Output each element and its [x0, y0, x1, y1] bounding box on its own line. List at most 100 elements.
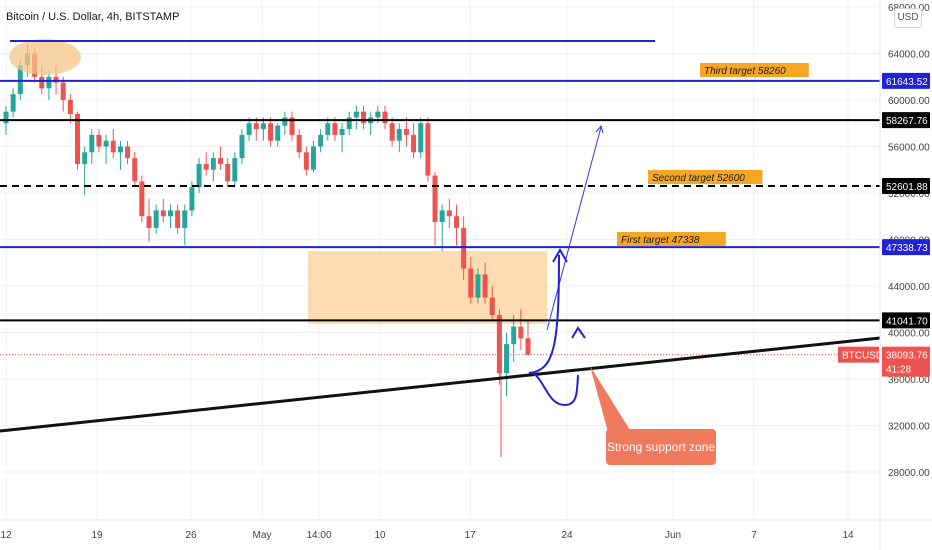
candle-body [432, 175, 438, 223]
candle-body [239, 134, 245, 159]
y-tick-label: 56000.00 [888, 143, 930, 154]
x-tick-label: 17 [464, 530, 476, 541]
y-tick-label: 52000.00 [888, 189, 930, 200]
candle-body [418, 123, 424, 153]
top-highlight-ellipse [9, 39, 81, 75]
candle-body [175, 210, 181, 228]
candle-body [189, 187, 195, 211]
candle-body [232, 158, 238, 182]
candle-body [425, 123, 431, 176]
target-label-bg [700, 63, 809, 77]
price-tag-label: 47338.73 [886, 243, 928, 254]
candle-body [475, 274, 481, 298]
target-label: Second target 52600 [652, 173, 745, 184]
currency-button[interactable]: USD [894, 8, 922, 28]
candle-body [39, 76, 45, 89]
candle-body [10, 94, 16, 112]
price-tag-bg [882, 239, 930, 256]
trendline [0, 336, 881, 433]
candle-body [339, 129, 345, 135]
target-label: First target 47338 [621, 235, 700, 246]
candle-body [403, 129, 409, 135]
candle-body [303, 152, 309, 170]
symbol-tag-bg [838, 346, 879, 363]
candle-body [153, 210, 159, 228]
candle-body [468, 268, 474, 298]
candle-body [17, 65, 23, 95]
price-tag-bg [882, 72, 930, 89]
candle-body [139, 181, 145, 217]
x-tick-label: 14:00 [306, 530, 331, 541]
x-tick-label: 14 [842, 530, 854, 541]
price-tag-label: 52601.88 [886, 182, 928, 193]
candle-body [496, 315, 502, 374]
candle-body [225, 163, 231, 182]
candle-body [132, 158, 138, 182]
price-tag-label: 41041.70 [886, 316, 928, 327]
candle-body [411, 134, 417, 153]
support-callout: Strong support zone [606, 429, 716, 465]
candle-body [296, 134, 302, 153]
candle-body [3, 111, 9, 124]
candle-body [289, 117, 295, 135]
x-tick-label: 26 [185, 530, 197, 541]
target-labels: Third target 58260 Second target 52600 Fir… [617, 63, 809, 246]
candles [3, 44, 531, 457]
candle-body [196, 163, 202, 188]
candle-body [353, 111, 359, 118]
candle-body [439, 210, 445, 223]
candle-body [160, 210, 166, 217]
candle-body [218, 158, 224, 164]
candle-body [96, 134, 102, 147]
x-tick-label: 10 [374, 530, 386, 541]
support-zone-box [308, 251, 547, 324]
y-axis: 28000.00 32000.00 36000.00 40000.00 44000.00… [838, 0, 930, 550]
target-label-bg [648, 170, 763, 184]
candle-body [117, 146, 123, 153]
candle-body [182, 210, 188, 228]
candle-body [446, 210, 452, 217]
arrowhead-second [571, 326, 586, 339]
candle-body [318, 134, 324, 147]
candle-body [268, 123, 274, 141]
projection-arrow-head [595, 124, 604, 134]
candle-body [260, 123, 266, 130]
x-axis: 12 19 26 May 14:00 10 17 24 Jun 7 14 [0, 519, 932, 541]
candle-body [146, 216, 152, 228]
x-tick-label: May [253, 530, 272, 541]
candle-body [332, 123, 338, 135]
level-lines [0, 79, 880, 356]
candle-body [103, 140, 109, 147]
y-tick-label: 40000.00 [888, 329, 930, 340]
candle-body [396, 129, 402, 141]
candle-body [89, 134, 95, 153]
arrowhead-first-target [552, 248, 568, 263]
projection-arrow-line [546, 126, 602, 331]
chart-title: Bitcoin / U.S. Dollar, 4h, BITSTAMP [6, 11, 180, 23]
price-tag-bg [882, 112, 930, 129]
candle-body [482, 274, 488, 298]
target-label: Third target 58260 [704, 66, 786, 77]
price-tag-bg [882, 312, 930, 329]
candle-body [67, 100, 73, 114]
candle-body [110, 140, 116, 153]
callout-pointer [590, 366, 630, 432]
candle-body [361, 111, 367, 124]
candle-body [53, 76, 59, 83]
candle-body [489, 297, 495, 316]
candle-body [375, 111, 381, 118]
y-tick-label: 32000.00 [888, 422, 930, 433]
candle-body [382, 111, 388, 124]
y-tick-label: 64000.00 [888, 50, 930, 61]
candle-body [203, 163, 209, 170]
candle-body [75, 113, 81, 164]
x-tick-label: 24 [561, 530, 573, 541]
candle-body [210, 158, 216, 170]
candle-body [453, 216, 459, 228]
candle-body [511, 326, 517, 345]
bounce-curve [532, 372, 579, 407]
candle-body [253, 123, 259, 130]
candle-body [346, 117, 352, 130]
candle-body [82, 152, 88, 164]
